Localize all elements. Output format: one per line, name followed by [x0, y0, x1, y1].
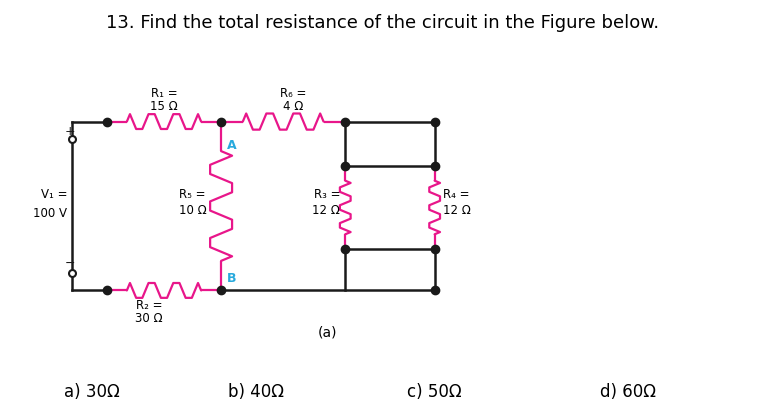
Text: 100 V: 100 V	[33, 208, 67, 220]
Text: 10 Ω: 10 Ω	[179, 204, 207, 217]
Text: (a): (a)	[318, 325, 338, 339]
Text: −: −	[65, 257, 75, 270]
Text: 13. Find the total resistance of the circuit in the Figure below.: 13. Find the total resistance of the cir…	[106, 14, 660, 32]
Text: V₁ =: V₁ =	[41, 187, 67, 201]
Text: 30 Ω: 30 Ω	[136, 312, 163, 325]
Text: R₃ =: R₃ =	[314, 187, 340, 201]
Text: +: +	[65, 125, 75, 138]
Text: 12 Ω: 12 Ω	[443, 204, 470, 217]
Text: R₄ =: R₄ =	[443, 187, 469, 201]
Text: A: A	[227, 139, 237, 152]
Text: c) 50Ω: c) 50Ω	[408, 383, 462, 401]
Text: 4 Ω: 4 Ω	[283, 99, 303, 113]
Text: 12 Ω: 12 Ω	[313, 204, 340, 217]
Text: B: B	[227, 272, 237, 286]
Text: a) 30Ω: a) 30Ω	[64, 383, 119, 401]
Text: 15 Ω: 15 Ω	[150, 99, 178, 113]
Text: R₆ =: R₆ =	[280, 87, 306, 100]
Text: b) 40Ω: b) 40Ω	[228, 383, 284, 401]
Text: R₁ =: R₁ =	[151, 87, 177, 100]
Text: R₂ =: R₂ =	[136, 299, 162, 312]
Text: d) 60Ω: d) 60Ω	[601, 383, 656, 401]
Text: R₅ =: R₅ =	[179, 187, 206, 201]
